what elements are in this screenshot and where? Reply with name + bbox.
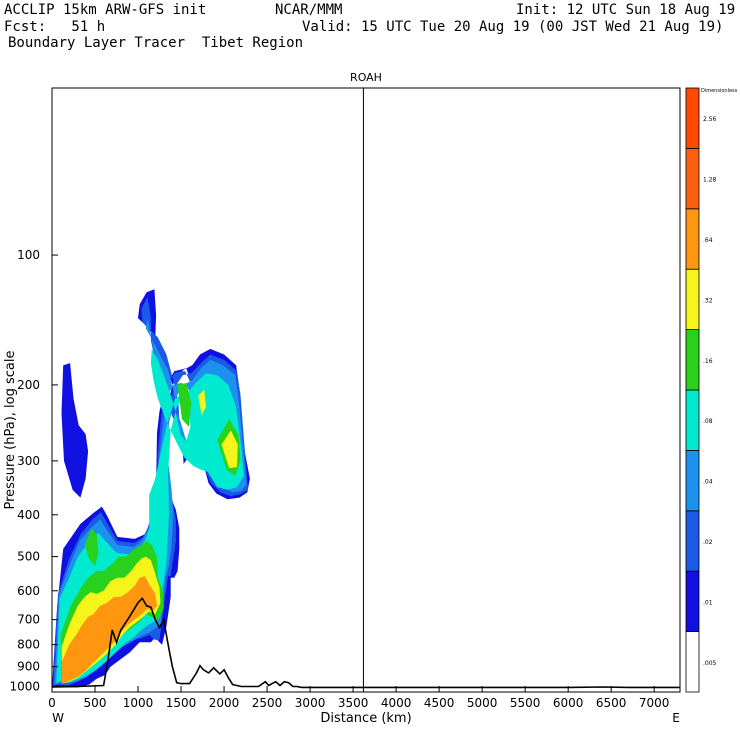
y-tick-label: 400 bbox=[17, 508, 40, 522]
y-tick-label: 100 bbox=[17, 248, 40, 262]
colorbar-segment bbox=[685, 570, 700, 633]
colorbar-label: .01 bbox=[703, 599, 713, 606]
y-tick-label: 700 bbox=[17, 613, 40, 627]
colorbar-label: .16 bbox=[703, 358, 713, 365]
y-axis-label: Pressure (hPa), log scale bbox=[3, 351, 18, 510]
header-subtitle: Boundary Layer Tracer Tibet Region bbox=[8, 35, 304, 51]
x-tick-label: 4000 bbox=[381, 696, 412, 710]
tracer-region-level-6 bbox=[221, 430, 238, 469]
x-end-label-left: W bbox=[52, 711, 64, 725]
header-fcst: Fcst: 51 h bbox=[4, 19, 106, 35]
colorbar-segment bbox=[685, 449, 700, 512]
colorbar-label: 1.28 bbox=[703, 177, 717, 184]
y-tick-label: 200 bbox=[17, 378, 40, 392]
x-tick-label: 500 bbox=[84, 696, 107, 710]
tracer-region-level-5 bbox=[177, 383, 192, 427]
y-tick-label: 300 bbox=[17, 454, 40, 468]
colorbar-segment bbox=[685, 389, 700, 451]
header-model: ACCLIP 15km ARW-GFS init bbox=[4, 2, 207, 18]
colorbar-label: .32 bbox=[703, 297, 713, 304]
colorbar-segment bbox=[685, 147, 700, 210]
colorbar-label: .04 bbox=[703, 479, 713, 486]
colorbar-unit-label: Dimensionless bbox=[701, 88, 738, 94]
x-tick-label: 2000 bbox=[209, 696, 240, 710]
colorbar-segment bbox=[685, 510, 700, 572]
plot-frame bbox=[51, 87, 681, 693]
x-tick-label: 6500 bbox=[596, 696, 627, 710]
colorbar-label: .08 bbox=[703, 418, 713, 425]
x-axis-label: Distance (km) bbox=[320, 711, 411, 726]
x-tick-label: 1500 bbox=[166, 696, 197, 710]
colorbar-segment bbox=[685, 208, 700, 270]
x-tick-label: 5500 bbox=[510, 696, 541, 710]
x-tick-label: 3000 bbox=[295, 696, 326, 710]
colorbar-label: 2.56 bbox=[703, 116, 717, 123]
tracer-region-level-1 bbox=[61, 363, 89, 498]
header-init: Init: 12 UTC Sun 18 Aug 19 bbox=[516, 2, 736, 18]
x-tick-label: 0 bbox=[48, 696, 56, 710]
colorbar-label: .64 bbox=[703, 237, 713, 244]
y-tick-label: 1000 bbox=[9, 679, 40, 693]
y-tick-label: 800 bbox=[17, 638, 40, 652]
header-valid: Valid: 15 UTC Tue 20 Aug 19 (00 JST Wed … bbox=[302, 19, 724, 35]
x-tick-label: 6000 bbox=[553, 696, 584, 710]
chart-title: ROAH bbox=[350, 71, 382, 84]
colorbar-segment bbox=[685, 631, 700, 693]
colorbar-segment bbox=[685, 329, 700, 391]
colorbar-label: .005 bbox=[703, 660, 717, 667]
x-tick-label: 1000 bbox=[123, 696, 154, 710]
header-org: NCAR/MMM bbox=[275, 2, 343, 18]
x-end-label-right: E bbox=[672, 711, 680, 725]
x-tick-label: 3500 bbox=[338, 696, 369, 710]
colorbar-label: .02 bbox=[703, 539, 713, 546]
x-tick-label: 2500 bbox=[252, 696, 283, 710]
x-tick-label: 7000 bbox=[639, 696, 670, 710]
tracer-region-level-5 bbox=[84, 528, 99, 566]
y-tick-label: 600 bbox=[17, 584, 40, 598]
y-tick-label: 500 bbox=[17, 550, 40, 564]
colorbar-segment bbox=[685, 87, 700, 149]
x-tick-label: 5000 bbox=[467, 696, 498, 710]
terrain-line bbox=[51, 597, 680, 689]
tracer-region-level-6 bbox=[198, 389, 206, 416]
colorbar-segment bbox=[685, 268, 700, 331]
tracer-region-level-7 bbox=[61, 576, 157, 684]
y-tick-label: 900 bbox=[17, 660, 40, 674]
x-tick-label: 4500 bbox=[424, 696, 455, 710]
